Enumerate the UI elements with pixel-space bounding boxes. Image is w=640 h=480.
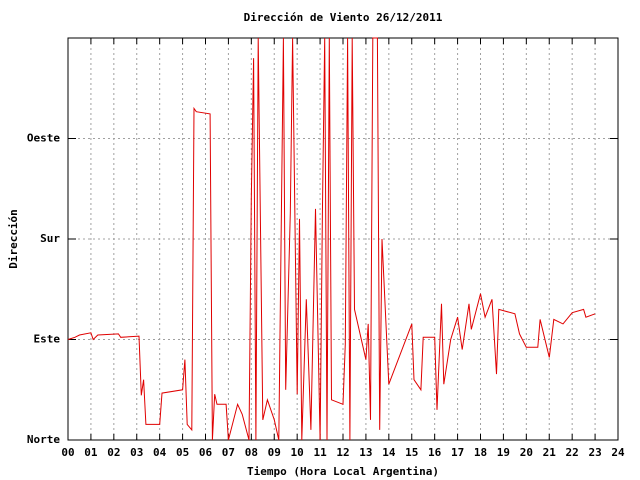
x-tick-label: 16 — [428, 446, 442, 459]
x-tick-label: 13 — [359, 446, 372, 459]
x-tick-label: 10 — [291, 446, 304, 459]
chart-title: Dirección de Viento 26/12/2011 — [244, 11, 443, 24]
x-tick-label: 03 — [130, 446, 143, 459]
x-tick-label: 22 — [566, 446, 579, 459]
x-tick-label: 21 — [543, 446, 557, 459]
x-tick-label: 24 — [611, 446, 625, 459]
y-tick-label: Oeste — [27, 132, 60, 145]
plot-frame — [67, 37, 619, 441]
x-tick-label: 11 — [313, 446, 327, 459]
x-tick-label: 15 — [405, 446, 418, 459]
x-tick-label: 05 — [176, 446, 189, 459]
y-tick-label: Este — [34, 333, 61, 346]
x-axis-label: Tiempo (Hora Local Argentina) — [247, 465, 439, 478]
x-tick-label: 01 — [84, 446, 98, 459]
x-tick-label: 18 — [474, 446, 487, 459]
x-tick-label: 08 — [245, 446, 258, 459]
x-tick-label: 00 — [61, 446, 74, 459]
x-tick-label: 19 — [497, 446, 510, 459]
x-tick-label: 06 — [199, 446, 213, 459]
x-tick-label: 02 — [107, 446, 120, 459]
x-tick-label: 04 — [153, 446, 167, 459]
y-axis-label: Dirección — [7, 209, 20, 269]
x-tick-label: 12 — [336, 446, 349, 459]
x-tick-label: 23 — [588, 446, 601, 459]
x-tick-label: 07 — [222, 446, 235, 459]
x-tick-label: 14 — [382, 446, 396, 459]
x-tick-label: 17 — [451, 446, 464, 459]
data-line — [67, 37, 596, 441]
x-tick-label: 20 — [520, 446, 533, 459]
y-tick-label: Sur — [40, 232, 60, 245]
y-tick-label: Norte — [27, 433, 60, 446]
x-tick-label: 09 — [268, 446, 281, 459]
